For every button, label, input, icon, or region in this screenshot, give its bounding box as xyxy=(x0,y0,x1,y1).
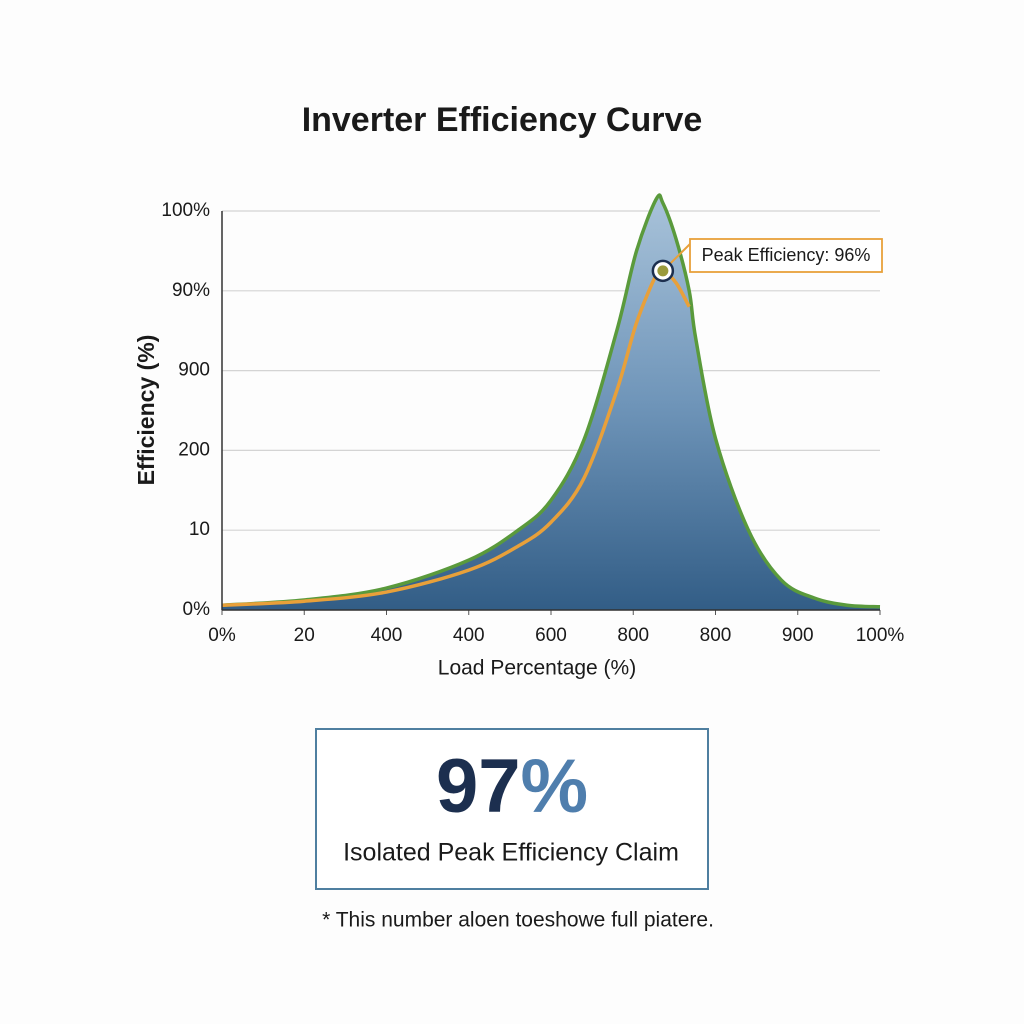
x-tick-label: 800 xyxy=(700,625,732,646)
y-tick-label: 200 xyxy=(178,439,210,460)
x-tick-label: 20 xyxy=(294,625,315,646)
y-tick-label: 100% xyxy=(161,200,210,221)
footnote: * This number aloen toeshowe full piater… xyxy=(322,909,714,932)
peak-marker-dot xyxy=(657,265,669,277)
callout-unit: % xyxy=(520,744,588,829)
area xyxy=(222,195,880,611)
x-axis-label: Load Percentage (%) xyxy=(438,657,636,680)
annotation-box xyxy=(689,238,883,273)
callout-number: 97 xyxy=(436,744,521,829)
y-tick-label: 10 xyxy=(189,519,210,540)
x-tick-label: 0% xyxy=(208,625,236,646)
callout-value: 97% xyxy=(436,744,588,829)
x-tick-label: 900 xyxy=(782,625,814,646)
x-tick-label: 100% xyxy=(856,625,905,646)
x-tick-label: 800 xyxy=(617,625,649,646)
callout-box xyxy=(315,728,709,890)
x-tick-label: 600 xyxy=(535,625,567,646)
y-tick-label: 90% xyxy=(172,280,210,301)
line xyxy=(221,193,881,609)
y-axis-label: Efficiency (%) xyxy=(133,335,159,486)
x-tick-label: 400 xyxy=(453,625,485,646)
y-tick-label: 900 xyxy=(178,360,210,381)
y-tick-label: 0% xyxy=(183,599,211,620)
annotation: Peak Efficiency: 96% xyxy=(702,245,871,265)
chart-title: Inverter Efficiency Curve xyxy=(302,101,703,139)
x-tick-label: 400 xyxy=(371,625,403,646)
callout-caption: Isolated Peak Efficiency Claim xyxy=(343,839,679,867)
